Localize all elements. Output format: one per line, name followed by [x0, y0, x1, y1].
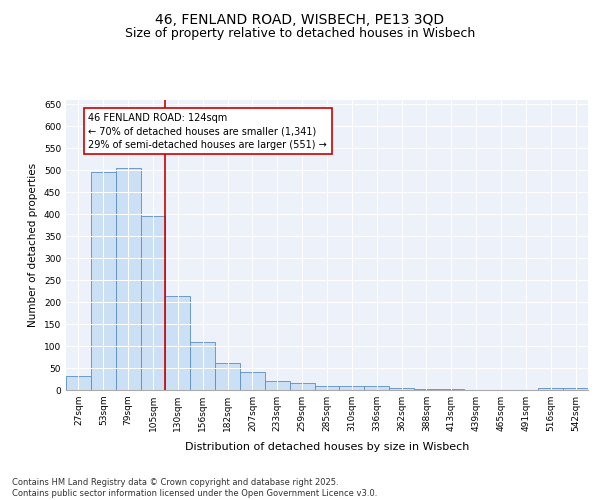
- Text: 46 FENLAND ROAD: 124sqm
← 70% of detached houses are smaller (1,341)
29% of semi: 46 FENLAND ROAD: 124sqm ← 70% of detache…: [88, 113, 327, 150]
- Text: 46, FENLAND ROAD, WISBECH, PE13 3QD: 46, FENLAND ROAD, WISBECH, PE13 3QD: [155, 12, 445, 26]
- Text: Distribution of detached houses by size in Wisbech: Distribution of detached houses by size …: [185, 442, 469, 452]
- Bar: [91, 172, 116, 390]
- Bar: [265, 381, 290, 390]
- Bar: [290, 384, 314, 390]
- Bar: [538, 388, 563, 390]
- Text: Contains HM Land Registry data © Crown copyright and database right 2025.
Contai: Contains HM Land Registry data © Crown c…: [12, 478, 377, 498]
- Bar: [240, 372, 265, 390]
- Bar: [140, 216, 166, 390]
- Bar: [340, 386, 364, 390]
- Bar: [66, 376, 91, 390]
- Y-axis label: Number of detached properties: Number of detached properties: [28, 163, 38, 327]
- Text: Size of property relative to detached houses in Wisbech: Size of property relative to detached ho…: [125, 28, 475, 40]
- Bar: [166, 296, 190, 390]
- Bar: [364, 386, 389, 390]
- Bar: [190, 342, 215, 390]
- Bar: [563, 388, 588, 390]
- Bar: [414, 388, 439, 390]
- Bar: [215, 363, 240, 390]
- Bar: [116, 168, 140, 390]
- Bar: [389, 388, 414, 390]
- Bar: [314, 386, 340, 390]
- Bar: [439, 388, 464, 390]
